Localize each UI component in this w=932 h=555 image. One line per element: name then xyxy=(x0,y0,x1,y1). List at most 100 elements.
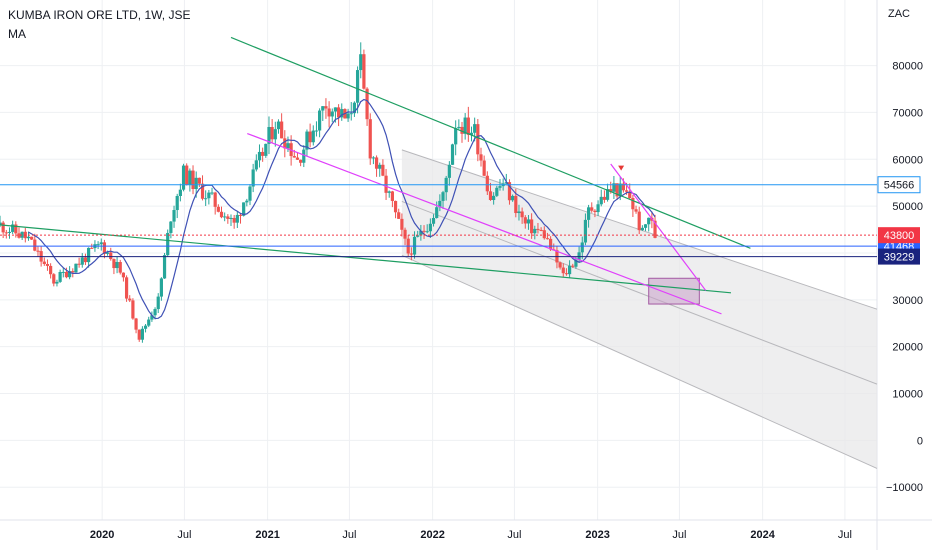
candle-body xyxy=(327,108,331,117)
candle-body xyxy=(204,198,208,200)
candle-body xyxy=(374,157,379,169)
x-tick-label: 2021 xyxy=(255,529,279,541)
candle-body xyxy=(194,177,198,190)
candle-body xyxy=(609,189,613,192)
candle-body xyxy=(447,164,451,178)
candle-body xyxy=(507,182,512,201)
candle-body xyxy=(390,191,394,201)
candle-body xyxy=(64,271,69,278)
candle-body xyxy=(602,196,607,200)
candle-body xyxy=(115,262,119,269)
candle-body xyxy=(254,160,258,170)
candle-body xyxy=(216,206,220,212)
candle-body xyxy=(11,224,15,232)
candle-body xyxy=(599,196,603,205)
candle-body xyxy=(536,228,540,230)
candle-body xyxy=(7,231,12,233)
candle-body xyxy=(143,325,148,329)
candle-body xyxy=(302,149,306,163)
candle-body xyxy=(118,262,122,273)
candle-body xyxy=(156,296,160,310)
candle-body xyxy=(318,110,322,131)
candle-body xyxy=(153,309,157,316)
candle-body xyxy=(42,261,46,265)
candle-body xyxy=(283,138,287,149)
candle-body xyxy=(495,187,499,196)
candle-body xyxy=(333,107,338,112)
candle-body xyxy=(643,224,648,228)
candle-body xyxy=(349,113,353,115)
candle-body xyxy=(403,229,407,239)
symbol-title: KUMBA IRON ORE LTD, 1W, JSE xyxy=(8,8,191,22)
candle-body xyxy=(286,143,290,149)
y-tick-label: 0 xyxy=(917,435,923,447)
x-tick-label: 2022 xyxy=(420,529,444,541)
candle-body xyxy=(330,111,334,117)
regression-channel xyxy=(401,149,878,469)
candle-body xyxy=(185,165,189,185)
candle-body xyxy=(416,235,420,237)
candle-body xyxy=(68,271,72,278)
candle-body xyxy=(324,106,328,109)
candle-body xyxy=(567,265,572,275)
candle-body xyxy=(137,329,141,340)
price-tag-54566 xyxy=(877,176,921,194)
y-tick-label: 20000 xyxy=(892,342,923,354)
price-tag-43800 xyxy=(878,227,920,244)
indicator-label[interactable]: MA xyxy=(8,27,26,41)
candle-body xyxy=(463,117,467,134)
candle-body xyxy=(352,102,357,114)
green-trend-line xyxy=(230,36,751,249)
candle-body xyxy=(583,219,588,243)
candle-body xyxy=(99,242,103,245)
candle-body xyxy=(169,221,173,233)
candle-body xyxy=(321,106,325,111)
candle-body xyxy=(454,128,458,145)
candle-body xyxy=(251,169,255,187)
candle-body xyxy=(150,315,154,320)
candle-body xyxy=(52,274,56,284)
candle-body xyxy=(365,88,369,120)
x-tick-label: 2023 xyxy=(585,529,609,541)
candle-body xyxy=(378,164,382,169)
candle-body xyxy=(387,191,391,193)
candle-body xyxy=(131,300,135,319)
candle-body xyxy=(4,232,8,234)
candle-body xyxy=(77,263,81,265)
candle-body xyxy=(14,224,18,234)
x-tick-label: Jul xyxy=(177,529,191,541)
candle-body xyxy=(425,231,429,233)
candle-body xyxy=(55,281,59,284)
candle-body xyxy=(102,242,107,254)
candle-body xyxy=(314,130,319,132)
candle-body xyxy=(504,182,508,184)
candle-body xyxy=(340,109,344,118)
candle-body xyxy=(219,211,224,218)
candle-body xyxy=(96,244,100,246)
x-axis: 2020 Jul 2021 Jul 2022 Jul 2023 Jul 2024 Jul xyxy=(90,529,852,541)
candle-body xyxy=(87,247,91,263)
candle-body xyxy=(631,197,635,210)
candle-body xyxy=(520,211,524,218)
x-tick-label: Jul xyxy=(672,529,686,541)
candle-body xyxy=(128,298,132,301)
target-box xyxy=(648,277,700,305)
candle-body xyxy=(479,154,483,161)
candle-body xyxy=(210,192,214,194)
y-tick-label: −10000 xyxy=(886,482,923,494)
candle-body xyxy=(346,113,350,119)
candle-body xyxy=(181,165,186,190)
candle-body xyxy=(17,233,21,238)
candle-body xyxy=(530,219,534,234)
magenta-trend-line xyxy=(247,132,722,315)
candle-body xyxy=(621,183,625,191)
candle-body xyxy=(33,239,37,251)
candle-body xyxy=(175,195,179,211)
candle-body xyxy=(109,252,113,260)
candle-body xyxy=(261,151,265,156)
x-tick-label: 2020 xyxy=(90,529,114,541)
candle-body xyxy=(20,231,24,238)
